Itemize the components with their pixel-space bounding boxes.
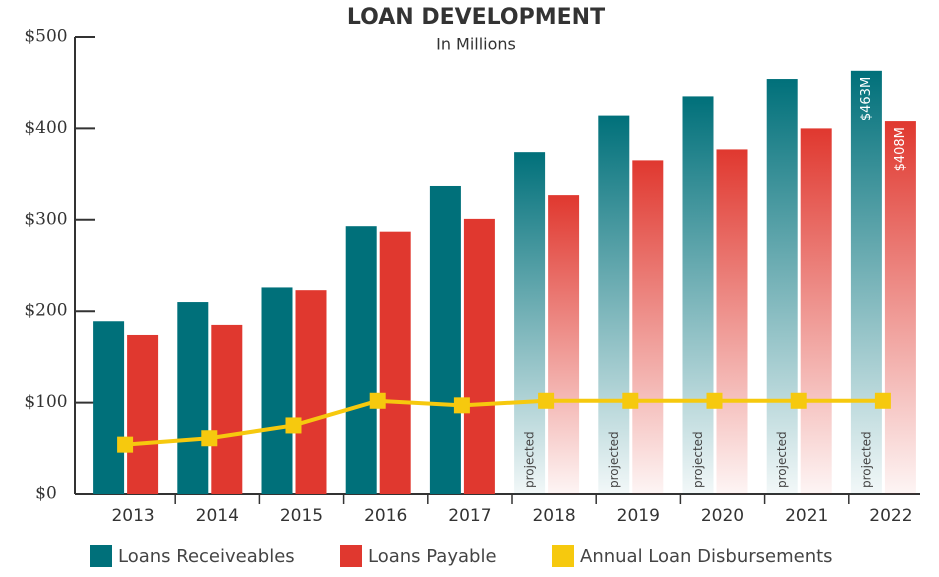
bar <box>514 152 546 494</box>
marker <box>706 392 723 409</box>
marker <box>874 392 891 409</box>
bar <box>429 185 461 494</box>
marker <box>117 436 134 453</box>
x-tick-label: 2017 <box>448 506 491 526</box>
bar <box>463 218 495 495</box>
x-tick-label: 2019 <box>617 506 660 526</box>
y-tick-label: $500 <box>24 27 67 47</box>
marker <box>538 392 555 409</box>
x-tick-label: 2016 <box>364 506 407 526</box>
line <box>124 398 883 447</box>
legend-label: Loans Receiveables <box>118 546 295 567</box>
annotation: projected <box>523 431 537 488</box>
annotation: projected <box>607 431 621 488</box>
y-tick-label: $400 <box>24 118 67 138</box>
marker <box>790 392 807 409</box>
y-tick-label: $300 <box>24 209 67 229</box>
x-tick-label: 2018 <box>532 506 575 526</box>
chart-title: LOAN DEVELOPMENT <box>347 5 605 30</box>
x-tick-label: 2014 <box>196 506 239 526</box>
annotation: projected <box>775 431 789 488</box>
annotation: projected <box>691 431 705 488</box>
legend-label: Loans Payable <box>368 546 497 567</box>
y-tick-label: $200 <box>24 301 67 321</box>
bar <box>598 115 630 494</box>
value-label: $463M <box>859 77 874 121</box>
bar <box>766 79 798 494</box>
marker <box>201 430 218 447</box>
marker <box>369 392 386 409</box>
annotation: projected <box>859 431 873 488</box>
y-tick-label: $100 <box>24 392 67 412</box>
bar <box>884 121 916 494</box>
marker <box>622 392 639 409</box>
bar <box>632 160 664 494</box>
value-label: $408M <box>893 127 908 171</box>
bar <box>211 324 243 494</box>
bar <box>295 290 327 494</box>
bar <box>345 226 377 494</box>
x-tick-label: 2022 <box>869 506 912 526</box>
y-tick-label: $0 <box>35 484 57 504</box>
bar <box>850 70 882 495</box>
bar <box>261 287 293 494</box>
bar <box>548 195 580 494</box>
chart-subtitle: In Millions <box>436 35 516 54</box>
bar <box>716 149 748 494</box>
legend-swatch <box>90 545 112 567</box>
x-tick-label: 2015 <box>280 506 323 526</box>
bar <box>177 302 209 494</box>
legend-label: Annual Loan Disbursements <box>580 546 833 567</box>
bar <box>682 96 714 494</box>
legend-swatch <box>340 545 362 567</box>
marker <box>285 417 302 434</box>
x-tick-label: 2021 <box>785 506 828 526</box>
legend-swatch <box>552 545 574 567</box>
bar <box>800 128 832 494</box>
bar <box>93 321 125 494</box>
x-tick-label: 2013 <box>111 506 154 526</box>
marker <box>453 397 470 414</box>
bar <box>127 334 159 494</box>
bar <box>379 231 411 494</box>
x-tick-label: 2020 <box>701 506 744 526</box>
